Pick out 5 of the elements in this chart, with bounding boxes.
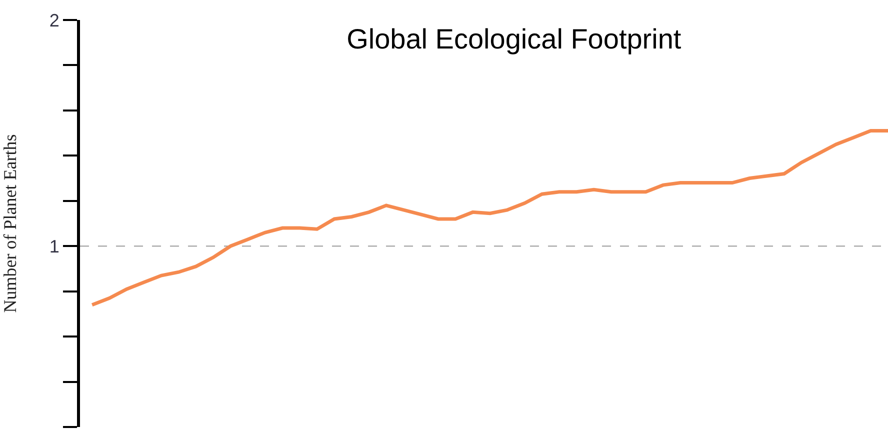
chart-title: Global Ecological Footprint bbox=[346, 23, 682, 54]
line-series bbox=[90, 129, 888, 307]
y-axis-title: Number of Planet Earths bbox=[0, 134, 20, 313]
y-tick-label: 2 bbox=[49, 10, 60, 30]
y-tick-label: 1 bbox=[49, 236, 60, 256]
